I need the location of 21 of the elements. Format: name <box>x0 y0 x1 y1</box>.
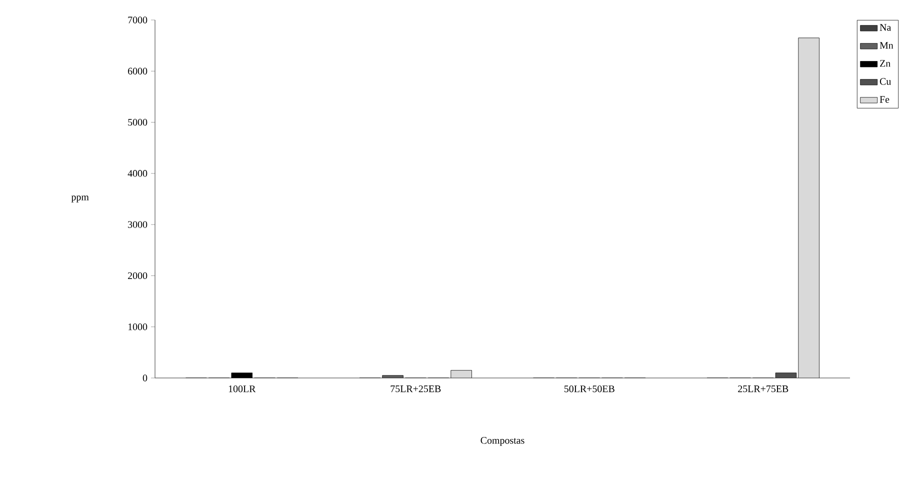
y-tick-label: 2000 <box>128 272 148 280</box>
y-tick-label: 1000 <box>128 323 148 330</box>
legend-label: Cu <box>880 78 891 85</box>
legend-label: Zn <box>880 60 890 67</box>
x-axis-title: Compostas <box>480 437 524 446</box>
x-tick-label: 100LR <box>228 385 256 392</box>
legend-label: Mn <box>880 42 894 49</box>
x-tick-label: 50LR+50EB <box>564 385 614 392</box>
legend-label: Na <box>880 24 892 31</box>
x-tick-label: 75LR+25EB <box>390 385 441 392</box>
y-tick-label: 7000 <box>128 16 148 24</box>
bar <box>450 370 472 378</box>
y-tick-label: 3000 <box>128 221 148 228</box>
y-tick-label: 4000 <box>128 170 148 177</box>
x-tick-label: 25LR+75EB <box>738 385 788 392</box>
legend-label: Fe <box>880 96 890 103</box>
y-tick-label: 6000 <box>128 68 148 74</box>
y-axis-title: ppm <box>71 196 89 202</box>
y-tick-label: 0 <box>142 374 148 382</box>
bar <box>798 38 820 378</box>
y-tick-label: 5000 <box>128 118 148 126</box>
